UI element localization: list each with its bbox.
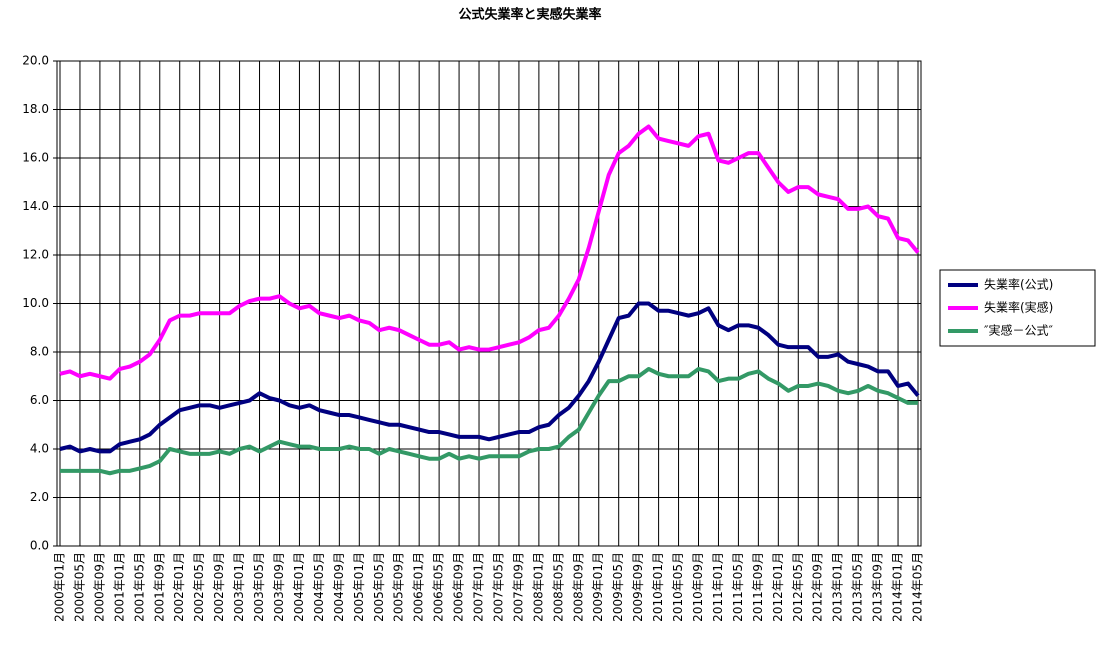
y-tick-label: 8.0 — [30, 345, 49, 359]
chart-title: 公式失業率と実感失業率 — [458, 7, 601, 23]
x-tick-label: 2009年05月 — [611, 552, 625, 622]
series-line — [59, 301, 920, 454]
series-line — [59, 124, 920, 381]
x-tick-label: 2012年01月 — [771, 552, 785, 622]
x-tick-label: 2002年01月 — [172, 552, 186, 622]
x-tick-label: 2012年09月 — [811, 552, 825, 622]
x-tick-label: 2008年01月 — [531, 552, 545, 622]
x-tick-label: 2001年01月 — [112, 552, 126, 622]
x-tick-label: 2014年05月 — [911, 552, 925, 622]
x-tick-label: 2009年01月 — [591, 552, 605, 622]
x-tick-label: 2006年01月 — [412, 552, 426, 622]
legend-label: 失業率(実感) — [984, 300, 1053, 315]
x-tick-label: 2013年01月 — [831, 552, 845, 622]
y-tick-label: 0.0 — [30, 539, 49, 553]
x-tick-label: 2013年05月 — [851, 552, 865, 622]
y-tick-label: 12.0 — [22, 248, 49, 262]
legend-label: ″実感－公式″ — [984, 323, 1053, 338]
x-tick-label: 2002年05月 — [192, 552, 206, 622]
x-tick-label: 2003年01月 — [232, 552, 246, 622]
x-tick-label: 2014年01月 — [891, 552, 905, 622]
y-tick-label: 18.0 — [22, 102, 49, 116]
x-tick-label: 2007年05月 — [491, 552, 505, 622]
x-tick-label: 2007年01月 — [472, 552, 486, 622]
x-tick-label: 2005年01月 — [352, 552, 366, 622]
x-tick-label: 2012年05月 — [791, 552, 805, 622]
x-tick-label: 2001年09月 — [152, 552, 166, 622]
x-tick-label: 2001年05月 — [132, 552, 146, 622]
x-tick-label: 2011年05月 — [731, 552, 745, 622]
x-tick-label: 2010年09月 — [691, 552, 705, 622]
x-tick-label: 2005年05月 — [372, 552, 386, 622]
y-tick-label: 6.0 — [30, 393, 49, 407]
x-tick-label: 2000年01月 — [53, 552, 67, 622]
y-tick-label: 20.0 — [22, 54, 49, 68]
x-tick-label: 2000年09月 — [92, 552, 106, 622]
x-tick-label: 2010年01月 — [651, 552, 665, 622]
x-tick-label: 2006年09月 — [452, 552, 466, 622]
x-tick-label: 2004年01月 — [292, 552, 306, 622]
x-tick-label: 2008年09月 — [571, 552, 585, 622]
y-tick-label: 2.0 — [30, 490, 49, 504]
x-tick-label: 2010年05月 — [671, 552, 685, 622]
x-tick-label: 2008年05月 — [551, 552, 565, 622]
y-tick-label: 10.0 — [22, 296, 49, 310]
y-tick-label: 14.0 — [22, 199, 49, 213]
x-tick-label: 2007年09月 — [511, 552, 525, 622]
series-line — [60, 366, 918, 476]
x-tick-label: 2004年05月 — [312, 552, 326, 622]
x-tick-label: 2006年05月 — [432, 552, 446, 622]
x-tick-label: 2011年09月 — [751, 552, 765, 622]
legend-label: 失業率(公式) — [984, 277, 1053, 292]
x-tick-label: 2002年09月 — [212, 552, 226, 622]
x-tick-label: 2000年05月 — [72, 552, 86, 622]
x-tick-label: 2009年09月 — [631, 552, 645, 622]
y-tick-label: 16.0 — [22, 151, 49, 165]
x-tick-label: 2013年09月 — [871, 552, 885, 622]
x-tick-label: 2011年01月 — [711, 552, 725, 622]
x-tick-label: 2003年09月 — [272, 552, 286, 622]
x-tick-label: 2004年09月 — [332, 552, 346, 622]
x-tick-label: 2003年05月 — [252, 552, 266, 622]
y-tick-label: 4.0 — [30, 442, 49, 456]
x-tick-label: 2005年09月 — [392, 552, 406, 622]
